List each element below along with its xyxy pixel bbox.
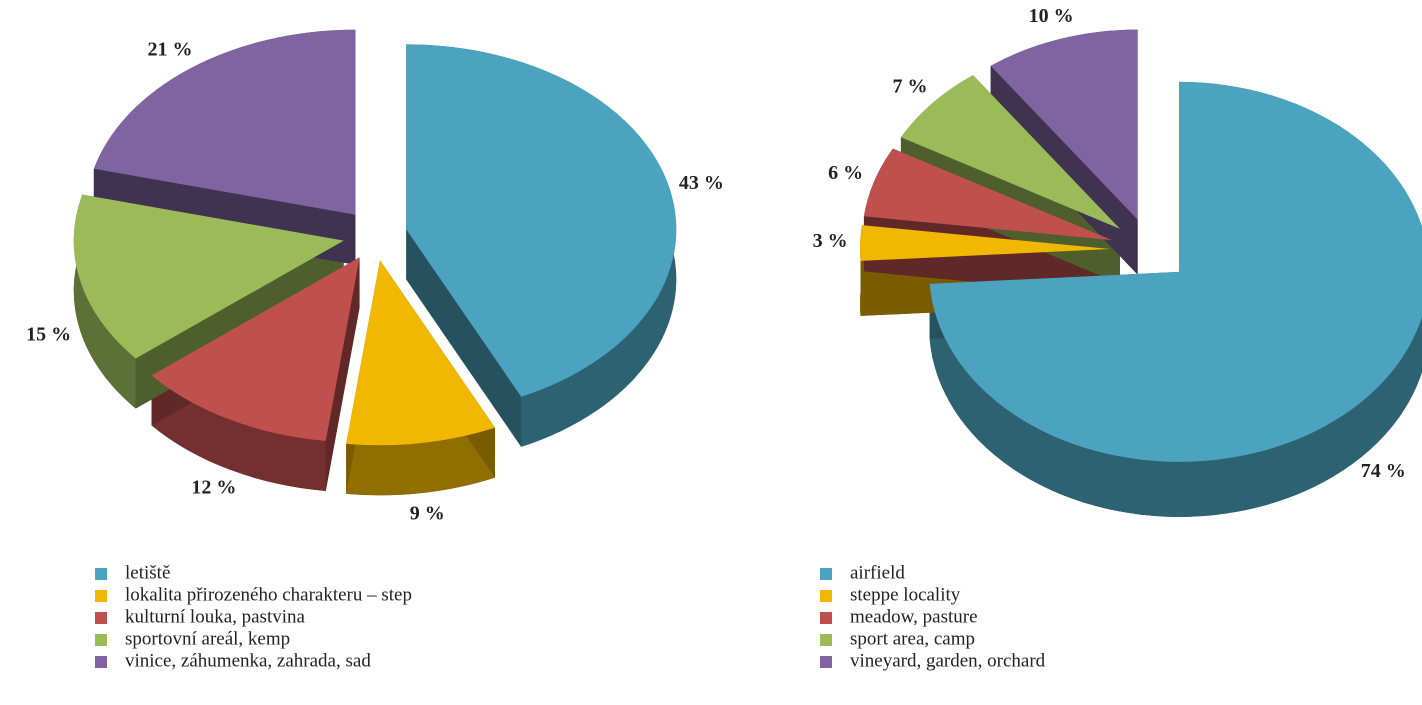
slice xyxy=(900,75,1120,229)
data-label: 21 % xyxy=(148,39,193,61)
slice-side xyxy=(346,427,495,496)
slice xyxy=(346,260,495,446)
legend-swatch xyxy=(95,656,107,668)
data-label: 6 % xyxy=(828,162,863,184)
legend-label: kulturní louka, pastvina xyxy=(125,606,306,627)
slice xyxy=(863,148,1112,241)
data-label: 10 % xyxy=(1029,5,1074,27)
slice-side xyxy=(151,375,326,491)
legend-swatch xyxy=(95,634,107,646)
legend-label: meadow, pasture xyxy=(850,606,978,627)
data-label: 9 % xyxy=(410,503,445,525)
legend-label: vineyard, garden, orchard xyxy=(850,650,1046,671)
legend-swatch xyxy=(820,634,832,646)
slice xyxy=(93,29,356,215)
slice-side xyxy=(73,194,136,409)
legend-swatch xyxy=(820,612,832,624)
legend-label: sport area, camp xyxy=(850,628,975,649)
slice-cut xyxy=(93,29,356,265)
slice xyxy=(990,29,1138,220)
legend-swatch xyxy=(95,590,107,602)
legend-swatch xyxy=(820,656,832,668)
legend-label: sportovní areál, kemp xyxy=(125,628,290,649)
legend-swatch xyxy=(820,568,832,580)
legend-label: steppe locality xyxy=(850,584,961,605)
legend-label: lokalita přirozeného charakteru – step xyxy=(125,584,412,605)
legend-label: vinice, záhumenka, zahrada, sad xyxy=(125,650,371,671)
legend-label: airfield xyxy=(850,562,905,583)
slice-cut xyxy=(406,44,522,447)
data-label: 74 % xyxy=(1361,460,1406,482)
legend-label: letiště xyxy=(125,562,170,583)
data-label: 43 % xyxy=(679,172,724,194)
slice xyxy=(151,257,360,441)
slice xyxy=(929,81,1422,462)
data-label: 3 % xyxy=(813,230,848,252)
data-label: 12 % xyxy=(191,477,236,499)
legend-swatch xyxy=(820,590,832,602)
slice xyxy=(406,44,677,397)
data-label: 15 % xyxy=(26,323,71,345)
legend-swatch xyxy=(95,612,107,624)
legend-swatch xyxy=(95,568,107,580)
data-label: 7 % xyxy=(892,76,927,98)
slice xyxy=(73,194,344,359)
slice xyxy=(860,225,1111,261)
